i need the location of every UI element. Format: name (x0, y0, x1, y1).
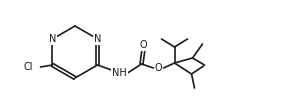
Text: N: N (94, 34, 101, 44)
Text: Cl: Cl (24, 62, 33, 72)
Text: O: O (155, 63, 162, 73)
Text: O: O (140, 40, 147, 50)
Text: NH: NH (112, 68, 127, 78)
Text: N: N (49, 34, 56, 44)
